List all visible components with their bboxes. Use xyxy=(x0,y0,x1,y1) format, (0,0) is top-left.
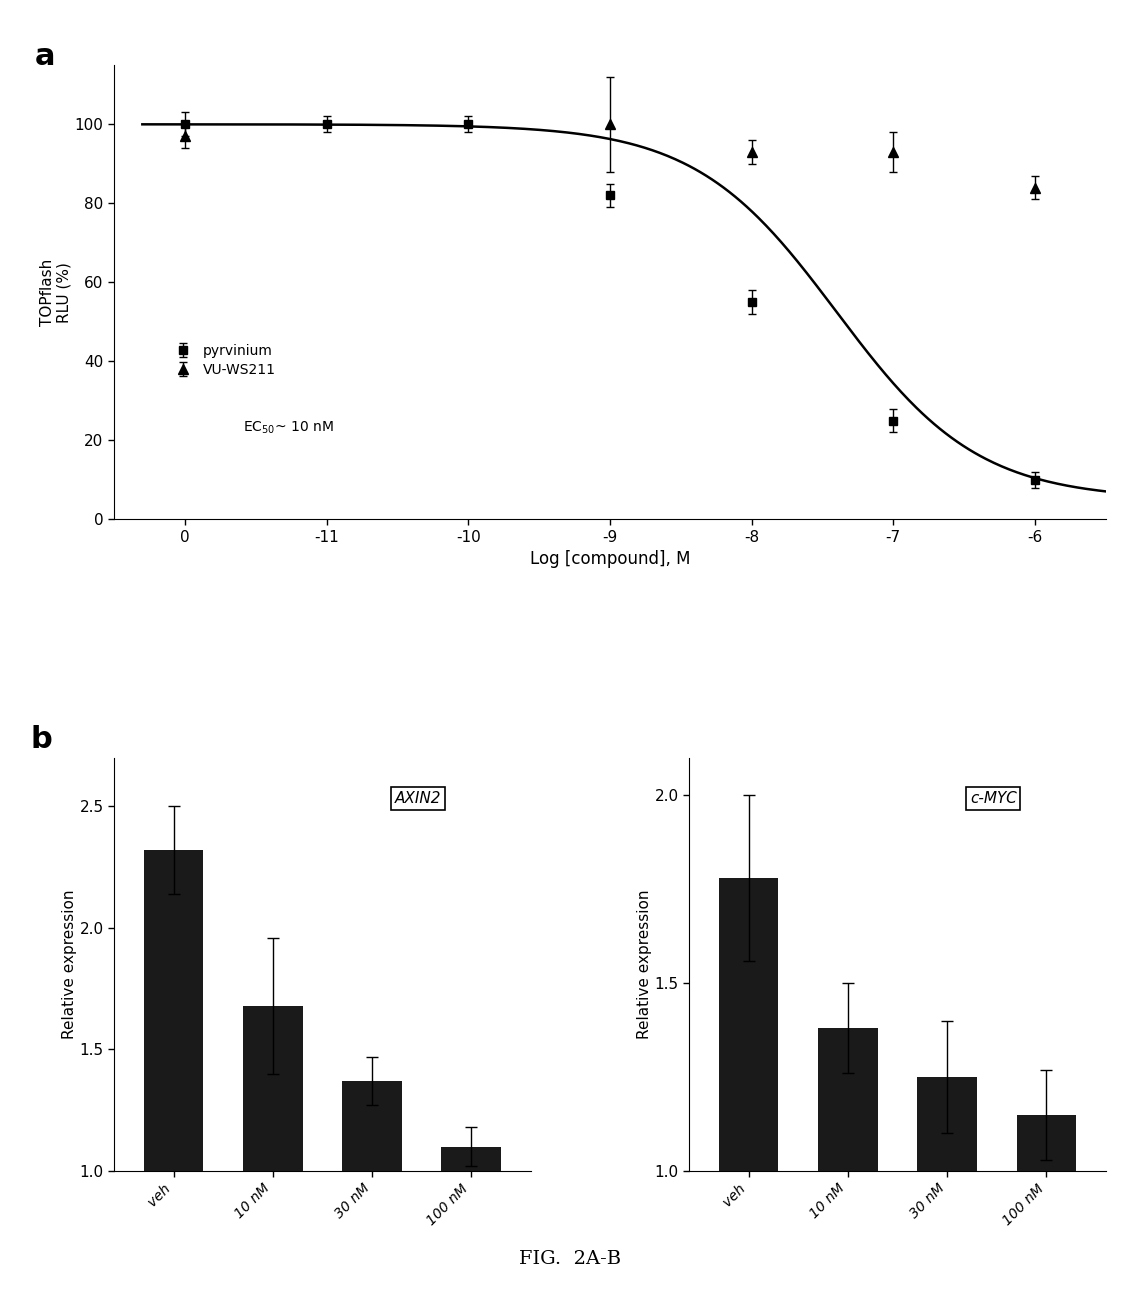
Bar xyxy=(441,1146,500,1301)
Bar xyxy=(243,1006,302,1301)
Y-axis label: TOPflash
RLU (%): TOPflash RLU (%) xyxy=(40,259,72,325)
Legend: pyrvinium, VU-WS211: pyrvinium, VU-WS211 xyxy=(171,340,279,381)
Bar xyxy=(719,878,779,1301)
Text: EC$_{50}$~ 10 nM: EC$_{50}$~ 10 nM xyxy=(243,419,334,436)
X-axis label: Log [compound], M: Log [compound], M xyxy=(530,550,690,569)
Y-axis label: Relative expression: Relative expression xyxy=(62,890,76,1039)
Text: a: a xyxy=(34,43,55,72)
Text: AXIN2: AXIN2 xyxy=(394,791,441,805)
Text: b: b xyxy=(31,725,52,753)
Bar xyxy=(342,1081,401,1301)
Bar xyxy=(819,1028,878,1301)
Bar xyxy=(1017,1115,1076,1301)
Bar xyxy=(918,1077,977,1301)
Text: FIG.  2A-B: FIG. 2A-B xyxy=(519,1250,621,1268)
Bar xyxy=(144,851,203,1301)
Y-axis label: Relative expression: Relative expression xyxy=(637,890,652,1039)
Text: c-MYC: c-MYC xyxy=(970,791,1017,805)
